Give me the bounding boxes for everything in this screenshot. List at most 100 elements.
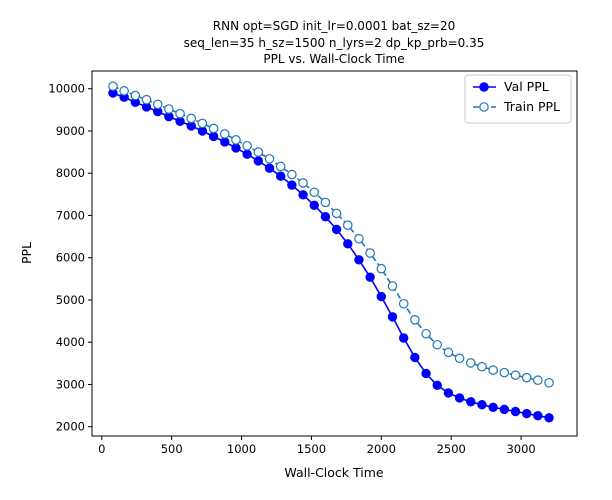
- data-point-train-ppl: [488, 365, 498, 375]
- data-point-train-ppl: [298, 178, 308, 188]
- data-point-val-ppl: [499, 404, 510, 415]
- data-point-train-ppl: [544, 377, 554, 388]
- axes-frame: [91, 70, 578, 437]
- data-point-train-ppl: [331, 208, 342, 219]
- title-line-3: PPL vs. Wall-Clock Time: [263, 52, 404, 66]
- data-point-train-ppl: [342, 220, 353, 230]
- y-tick-label: 5000: [56, 293, 85, 307]
- data-point-val-ppl: [533, 411, 543, 421]
- data-point-train-ppl: [410, 315, 420, 325]
- data-point-val-ppl: [354, 255, 364, 265]
- data-point-train-ppl: [287, 169, 297, 180]
- legend-label-train: Train PPL: [503, 99, 560, 114]
- y-tick-label: 9000: [56, 124, 85, 138]
- data-point-train-ppl: [432, 339, 443, 350]
- data-point-train-ppl: [510, 370, 521, 380]
- data-point-val-ppl: [264, 163, 275, 173]
- data-point-train-ppl: [309, 187, 320, 198]
- series-line-val-ppl: [112, 92, 550, 419]
- y-tick-label: 8000: [56, 166, 85, 180]
- legend-marker-train: [479, 102, 489, 112]
- data-point-val-ppl: [275, 171, 286, 181]
- x-tick-label: 1500: [297, 442, 326, 456]
- data-point-val-ppl: [242, 149, 252, 159]
- data-point-train-ppl: [443, 347, 454, 358]
- legend-marker-val: [479, 82, 489, 92]
- data-point-val-ppl: [521, 408, 532, 419]
- y-axis-ticks: 2000 3000 4000 5000 6000 7000 8000 9000 10000: [48, 82, 92, 434]
- data-point-train-ppl: [264, 154, 275, 164]
- data-point-train-ppl: [365, 248, 375, 258]
- y-axis-label: PPL: [19, 242, 34, 264]
- data-point-train-ppl: [108, 81, 118, 92]
- data-point-val-ppl: [231, 143, 241, 153]
- data-point-train-ppl: [242, 140, 252, 151]
- data-point-train-ppl: [253, 147, 264, 157]
- data-point-val-ppl: [421, 368, 431, 379]
- y-tick-label: 2000: [56, 420, 85, 434]
- data-point-val-ppl: [443, 388, 454, 398]
- data-point-train-ppl: [354, 233, 364, 244]
- y-tick-label: 10000: [48, 82, 85, 96]
- data-point-train-ppl: [231, 135, 241, 145]
- x-tick-label: 1000: [227, 442, 256, 456]
- data-point-train-ppl: [152, 99, 163, 110]
- x-tick-label: 2000: [367, 442, 396, 456]
- data-point-train-ppl: [208, 123, 219, 134]
- x-axis-label: Wall-Clock Time: [284, 465, 384, 480]
- data-point-val-ppl: [343, 239, 353, 249]
- x-tick-label: 0: [98, 442, 105, 456]
- data-point-val-ppl: [398, 333, 409, 343]
- data-point-train-ppl: [175, 108, 185, 119]
- data-point-val-ppl: [510, 406, 521, 417]
- data-point-train-ppl: [130, 90, 141, 101]
- data-point-val-ppl: [387, 312, 398, 322]
- data-point-train-ppl: [421, 328, 431, 339]
- data-point-train-ppl: [320, 197, 331, 208]
- data-point-val-ppl: [376, 291, 387, 302]
- data-point-train-ppl: [533, 375, 543, 386]
- x-axis-ticks: 0 500 1000 1500 2000 2500 3000: [98, 436, 536, 456]
- data-point-val-ppl: [466, 397, 476, 407]
- y-tick-label: 7000: [56, 208, 85, 222]
- data-point-train-ppl: [387, 281, 398, 291]
- data-point-train-ppl: [141, 94, 152, 105]
- data-point-val-ppl: [208, 131, 219, 142]
- x-tick-label: 3000: [506, 442, 535, 456]
- data-point-val-ppl: [253, 156, 264, 166]
- data-point-val-ppl: [220, 137, 230, 147]
- data-point-train-ppl: [465, 358, 476, 368]
- data-point-train-ppl: [376, 263, 387, 274]
- chart-title: RNN opt=SGD init_lr=0.0001 bat_sz=20 seq…: [184, 19, 485, 66]
- data-point-val-ppl: [488, 402, 498, 412]
- data-point-val-ppl: [432, 380, 442, 391]
- data-point-train-ppl: [164, 104, 174, 114]
- x-tick-label: 500: [161, 442, 183, 456]
- data-point-train-ppl: [521, 372, 532, 383]
- x-tick-label: 2500: [437, 442, 466, 456]
- series-line-train-ppl: [112, 85, 550, 384]
- data-point-val-ppl: [298, 190, 308, 200]
- data-point-train-ppl: [186, 113, 197, 124]
- legend: Val PPL Train PPL: [464, 74, 572, 124]
- y-tick-label: 4000: [56, 335, 85, 349]
- series-val-ppl: [108, 88, 554, 423]
- data-point-val-ppl: [454, 393, 465, 403]
- data-point-val-ppl: [287, 180, 297, 190]
- data-point-train-ppl: [119, 86, 129, 96]
- data-point-train-ppl: [454, 353, 465, 364]
- data-point-val-ppl: [320, 212, 331, 222]
- data-point-val-ppl: [365, 272, 375, 282]
- data-point-train-ppl: [398, 298, 409, 309]
- plot-area: [108, 81, 554, 423]
- data-point-train-ppl: [197, 118, 208, 129]
- data-point-train-ppl: [275, 161, 286, 172]
- legend-label-val: Val PPL: [504, 79, 549, 94]
- y-tick-label: 6000: [56, 251, 85, 265]
- title-line-2: seq_len=35 h_sz=1500 n_lyrs=2 dp_kp_prb=…: [184, 36, 485, 50]
- data-point-train-ppl: [499, 367, 510, 378]
- data-point-val-ppl: [477, 400, 487, 410]
- data-point-train-ppl: [219, 129, 230, 139]
- title-line-1: RNN opt=SGD init_lr=0.0001 bat_sz=20: [213, 19, 455, 33]
